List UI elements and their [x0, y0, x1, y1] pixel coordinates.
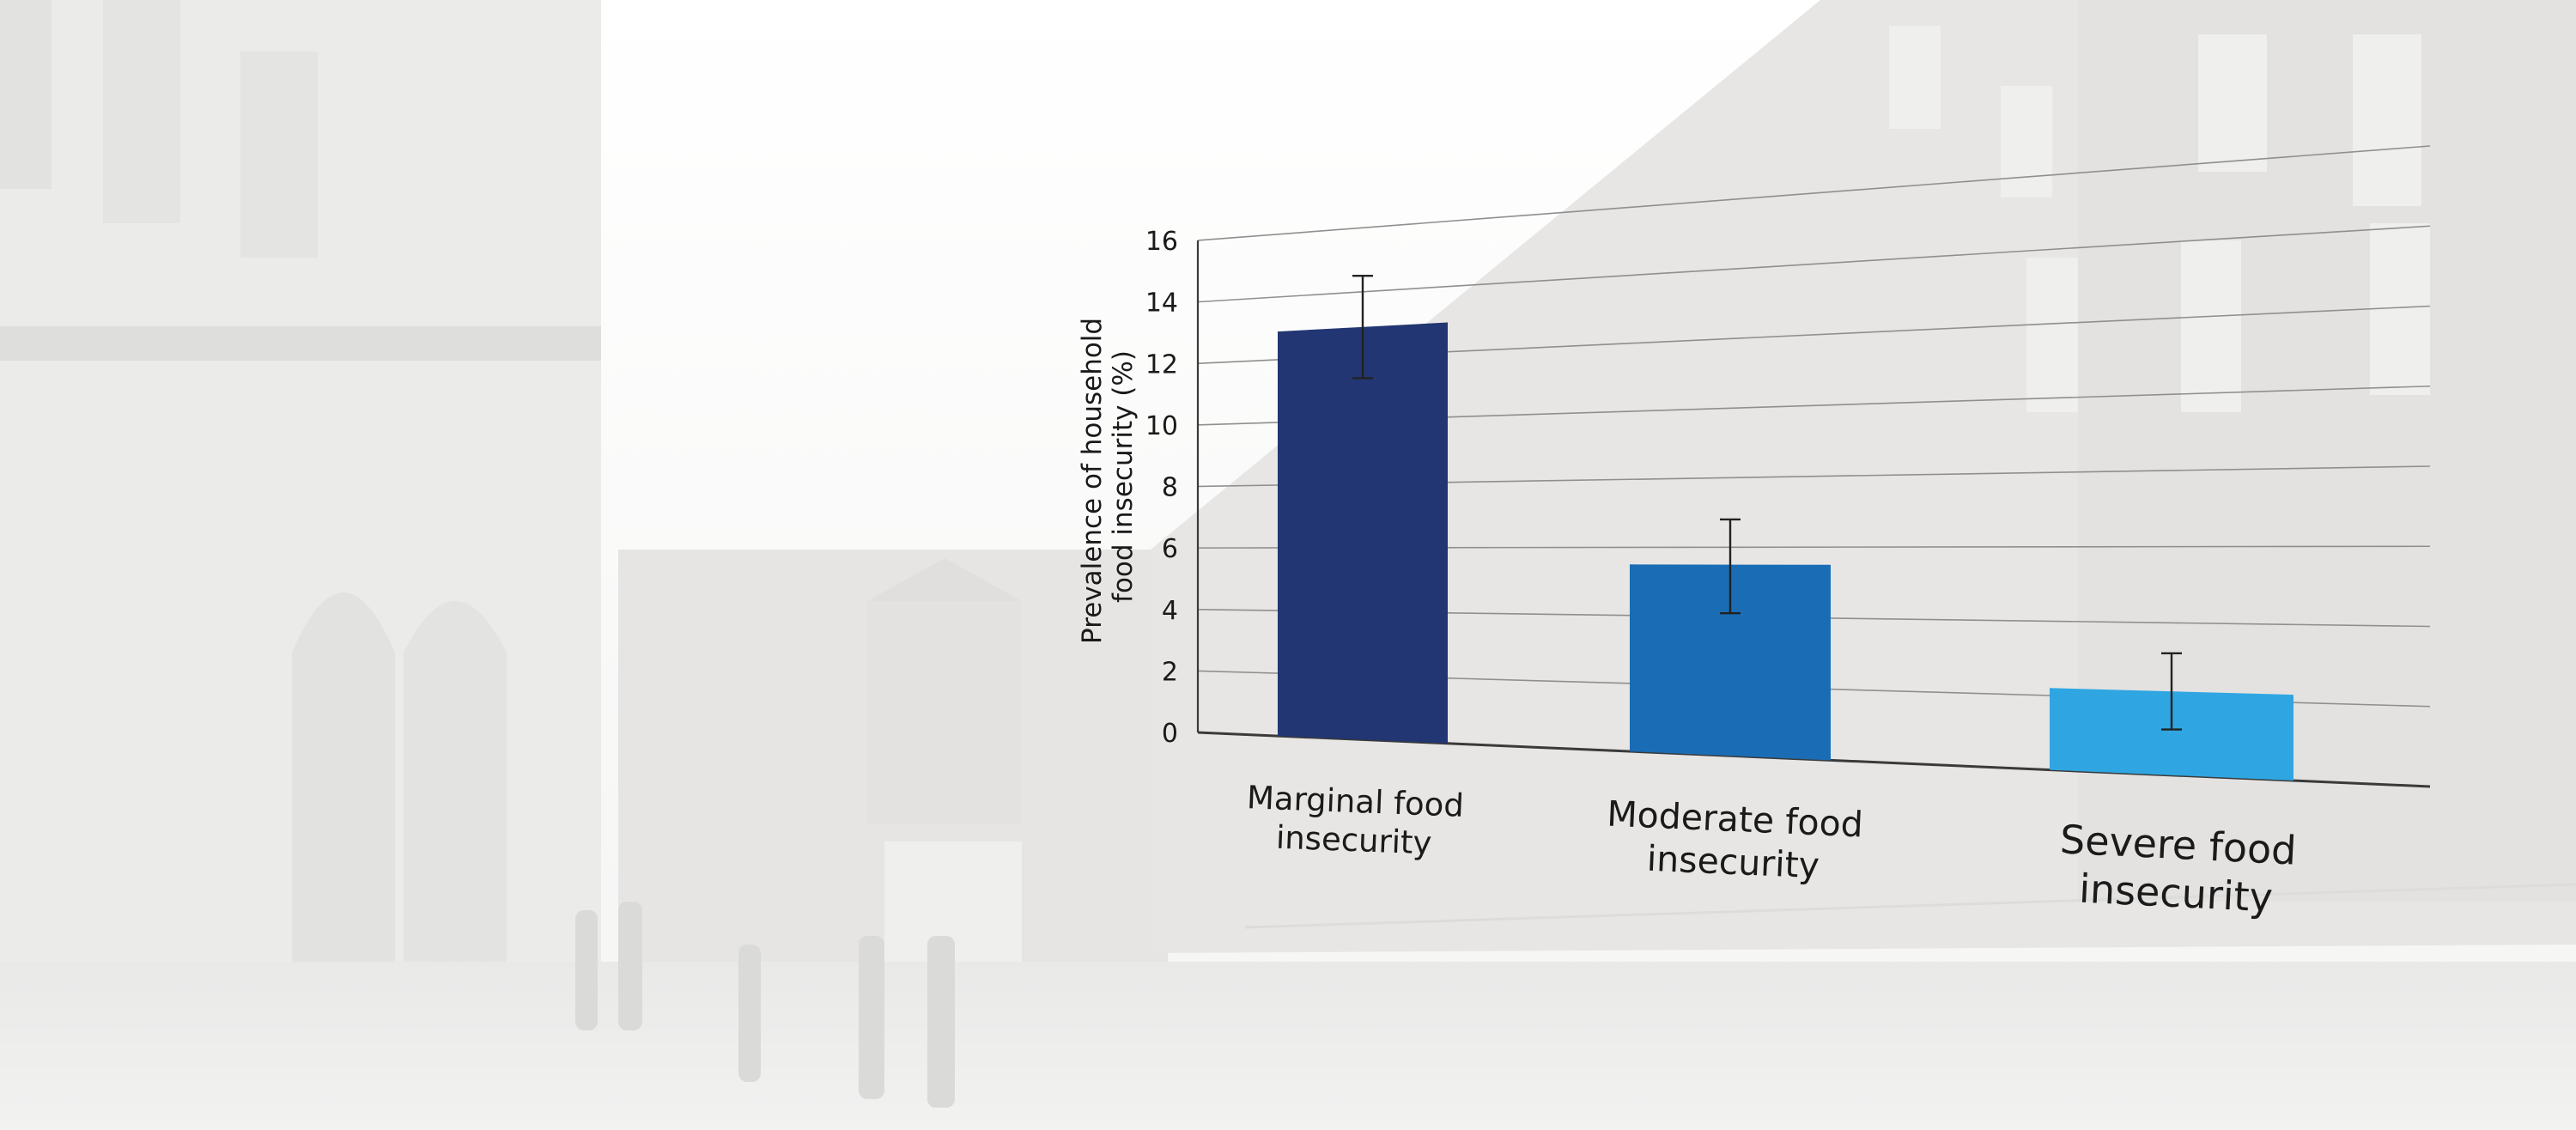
y-tick-label: 10 — [1145, 411, 1178, 441]
central-building — [618, 550, 1168, 962]
y-axis-label-line-2: food insecurity (%) — [1108, 350, 1139, 603]
y-tick-label: 12 — [1145, 349, 1178, 380]
error-bar — [1352, 274, 1373, 380]
y-tick-label: 4 — [1162, 596, 1178, 626]
y-tick-labels: 0 2 4 6 8 10 12 14 16 — [1145, 227, 1178, 749]
y-axis-label: Prevalence of household food insecurity … — [1077, 309, 1139, 644]
bar — [1278, 322, 1448, 744]
bars — [1278, 322, 2293, 781]
gridline — [1197, 145, 2431, 241]
x-category-labels: Marginal foodinsecurity Moderate foodinse… — [1245, 779, 2298, 921]
y-tick-label: 16 — [1145, 227, 1178, 257]
gridline — [1197, 225, 2431, 303]
bar — [2050, 688, 2293, 781]
x-category-label: Moderate foodinsecurity — [1604, 793, 1864, 889]
y-tick-label: 2 — [1162, 657, 1178, 687]
y-tick-label: 14 — [1145, 289, 1178, 319]
error-bar — [2161, 652, 2182, 731]
error-bar — [1720, 518, 1741, 615]
x-category-label: Marginal foodinsecurity — [1245, 779, 1465, 863]
error-bars — [1352, 274, 2182, 731]
x-category-label: Severe foodinsecurity — [2057, 816, 2298, 921]
pedestrians — [575, 902, 955, 1108]
bar — [1630, 564, 1831, 761]
y-tick-label: 0 — [1162, 719, 1178, 749]
y-tick-label: 8 — [1162, 473, 1178, 503]
y-axis-label-line-1: Prevalence of household — [1077, 318, 1108, 644]
y-tick-label: 6 — [1162, 534, 1178, 564]
